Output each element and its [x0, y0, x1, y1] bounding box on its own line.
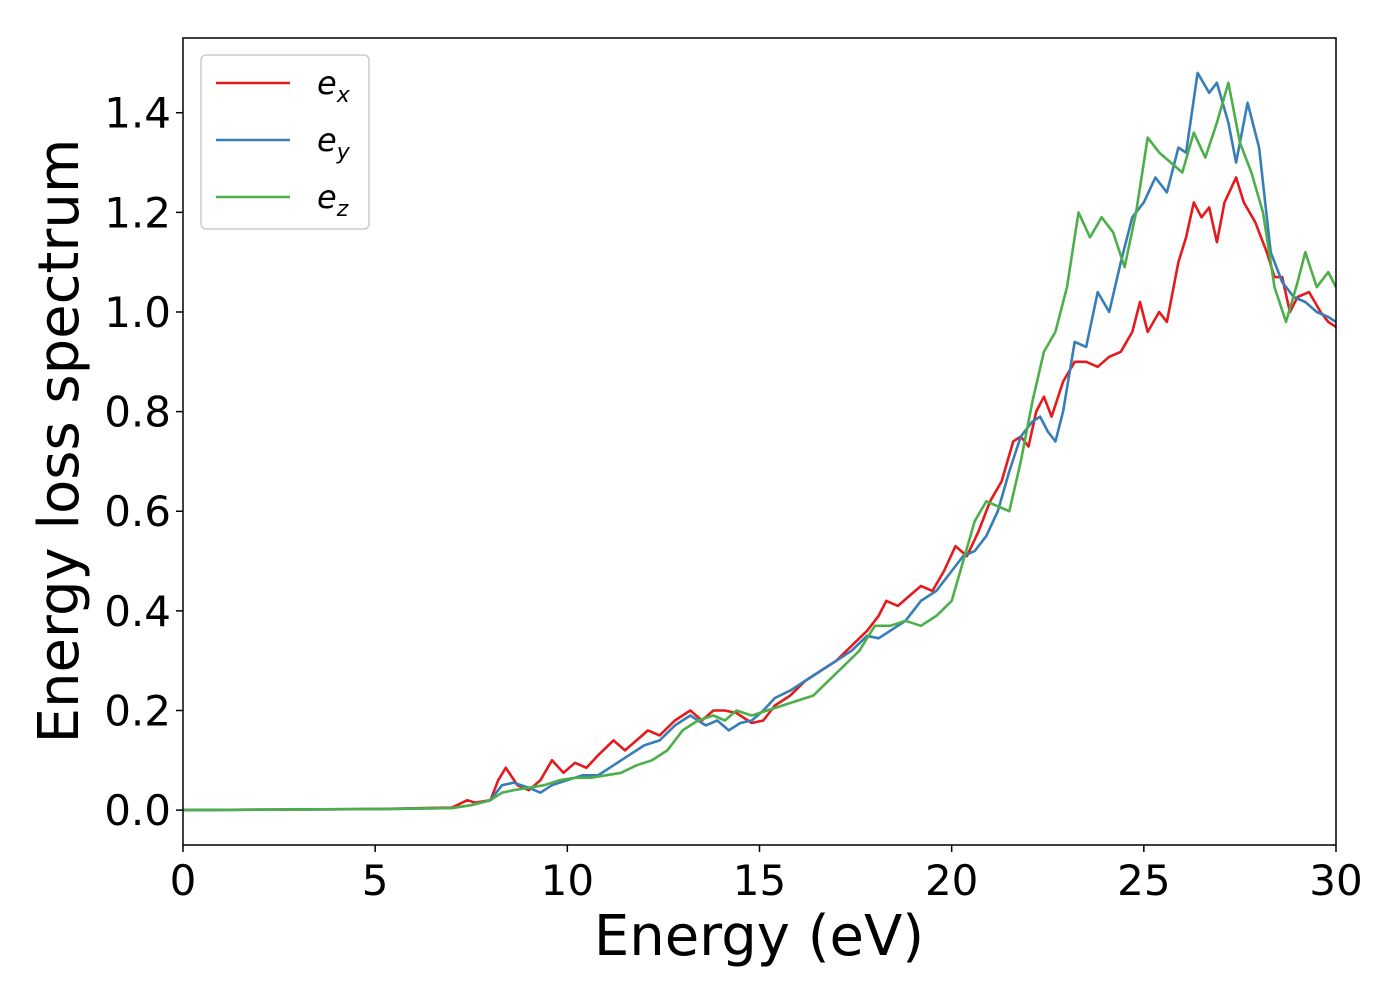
y-tick-label: 0.4 [104, 587, 171, 636]
legend-label-sub: x [336, 83, 351, 108]
x-tick-label: 20 [925, 856, 978, 905]
legend-label-sub: z [336, 197, 349, 222]
legend-label-e_y: ey [317, 121, 351, 165]
x-axis-title: Energy (eV) [594, 904, 924, 969]
y-tick-label: 0.8 [104, 388, 171, 437]
series-layer [183, 71, 1336, 812]
y-tick-label: 0.6 [104, 487, 171, 536]
y-tick-label: 0.0 [104, 786, 171, 835]
legend-label-sub: y [336, 140, 351, 165]
y-tick-label: 1.4 [104, 89, 171, 138]
legend-label-main: e [317, 178, 337, 216]
x-tick-label: 30 [1309, 856, 1362, 905]
legend-label-main: e [317, 64, 337, 102]
x-tick-label: 5 [362, 856, 389, 905]
x-tick-label: 10 [541, 856, 594, 905]
x-axis-ticks: 0 5 10 15 20 25 30 [170, 845, 1363, 905]
series-line-e_y [183, 71, 1336, 812]
x-tick-label: 15 [733, 856, 786, 905]
legend-label-e_z: ez [317, 178, 349, 222]
y-tick-label: 1.2 [104, 188, 171, 237]
x-tick-label: 0 [170, 856, 197, 905]
y-tick-label: 1.0 [104, 288, 171, 337]
y-axis-ticks: 0.0 0.2 0.4 0.6 0.8 1.0 1.2 1.4 [104, 89, 183, 835]
series-line-e_z [183, 81, 1336, 812]
y-tick-label: 0.2 [104, 687, 171, 736]
y-axis-title: Energy loss spectrum [27, 139, 92, 744]
legend-label-e_x: ex [317, 64, 351, 108]
legend-label-main: e [317, 121, 337, 159]
x-tick-label: 25 [1117, 856, 1170, 905]
legend-box [200, 54, 370, 230]
series-line-e_x [183, 176, 1336, 812]
